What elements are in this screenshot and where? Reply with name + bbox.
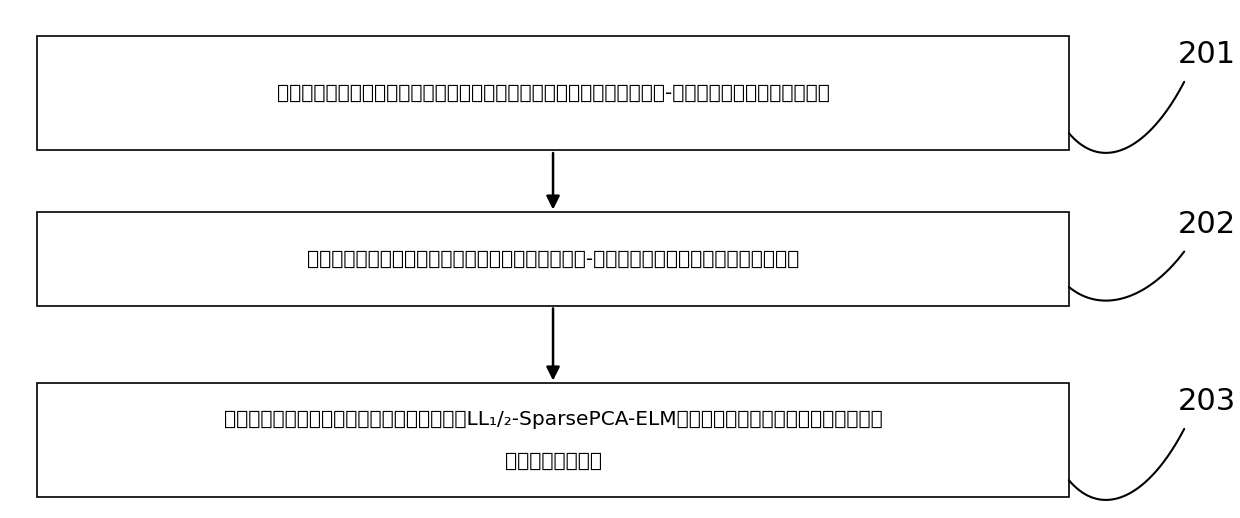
- Bar: [37, 36, 1069, 150]
- Text: 以多节点特征融合数据作为样本数据集，使用LL₁/₂-SparsePCA-ELM神经网络机器学习算法建立轮轨力载荷: 以多节点特征融合数据作为样本数据集，使用LL₁/₂-SparsePCA-ELM神…: [223, 410, 883, 429]
- Text: 辨识特征数据模型: 辨识特征数据模型: [505, 452, 601, 470]
- Text: 202: 202: [1178, 210, 1236, 239]
- Bar: [37, 212, 1069, 306]
- Bar: [37, 383, 1069, 497]
- Text: 使用多节点协同共轭稀疏主成分分析算法对所述轨道-车辆系统检测数据的时频特征进行融合: 使用多节点协同共轭稀疏主成分分析算法对所述轨道-车辆系统检测数据的时频特征进行融…: [308, 250, 799, 268]
- Text: 利用基于变参数域和短时高斯线性调频基的自适应信号分解算法提取轨道-车辆系统检测数据的时频特征: 利用基于变参数域和短时高斯线性调频基的自适应信号分解算法提取轨道-车辆系统检测数…: [277, 84, 830, 103]
- Text: 203: 203: [1178, 387, 1236, 416]
- Text: 201: 201: [1178, 40, 1236, 69]
